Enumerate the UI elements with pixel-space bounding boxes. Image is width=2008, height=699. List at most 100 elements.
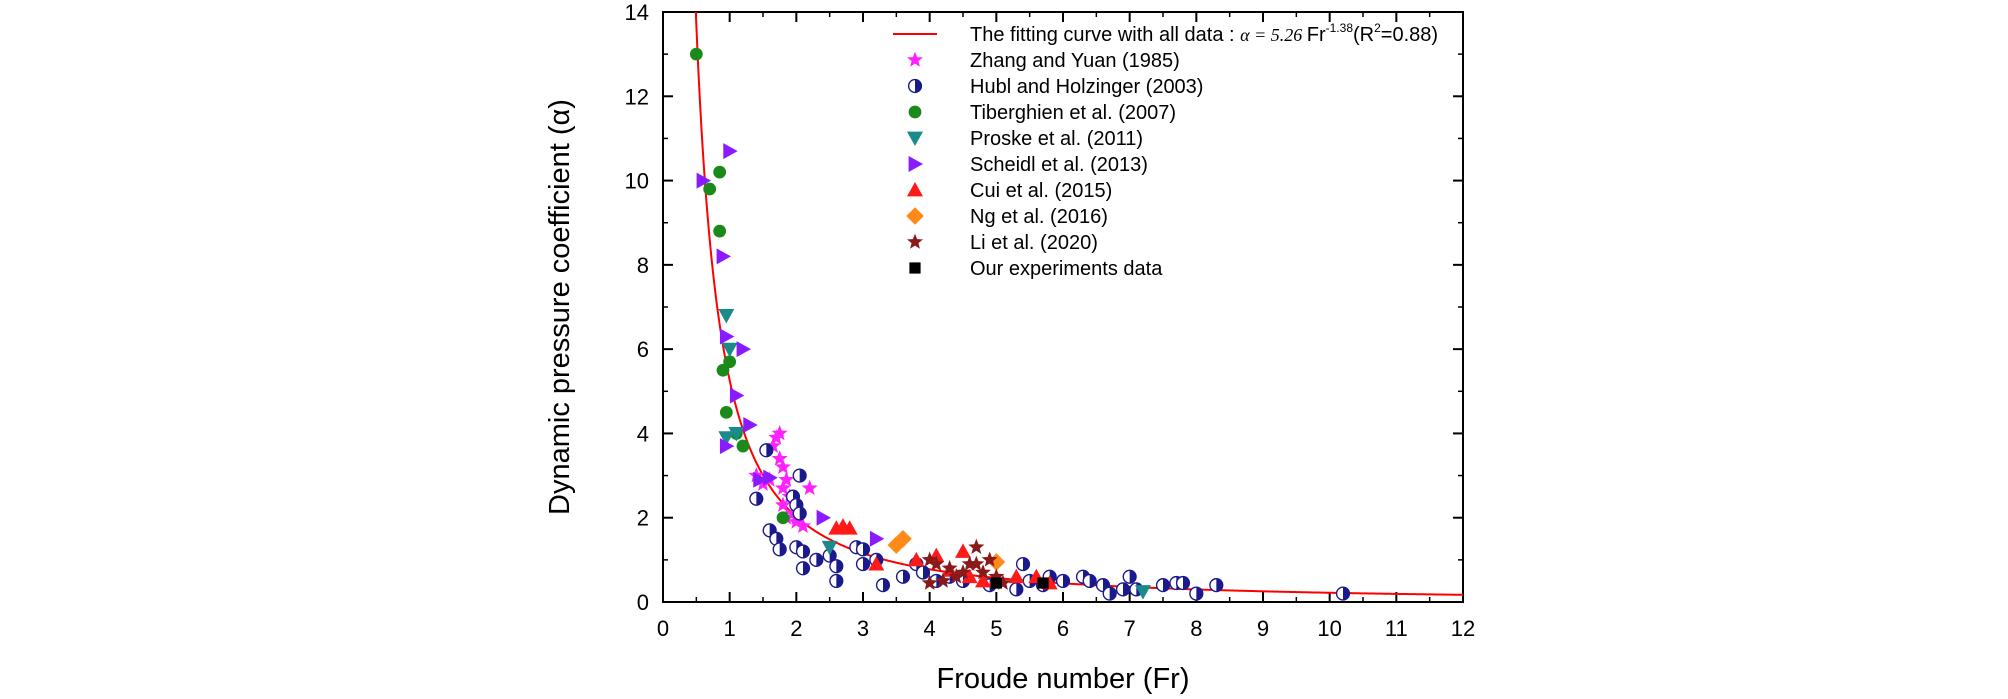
data-point <box>821 540 838 556</box>
data-point <box>968 538 985 555</box>
fit-curve <box>694 12 1463 596</box>
data-point-fill <box>816 553 823 567</box>
data-point <box>759 443 774 458</box>
data-point-fill <box>836 574 843 588</box>
data-point <box>713 165 727 179</box>
data-point <box>778 471 795 487</box>
x-tick-label: 7 <box>1124 616 1136 641</box>
data-point <box>829 559 844 574</box>
data-point <box>689 47 703 61</box>
data-point-fill <box>1016 582 1023 596</box>
legend-label: Hubl and Holzinger (2003) <box>970 76 1203 98</box>
legend-fit-fr: Fr <box>1307 24 1326 46</box>
y-tick-label: 4 <box>637 421 649 446</box>
legend-marker <box>907 51 923 67</box>
data-point <box>765 437 781 453</box>
data-point-fill <box>1216 578 1223 592</box>
data-point <box>855 556 871 572</box>
y-tick-label: 12 <box>625 84 649 109</box>
data-point-fill <box>756 492 763 506</box>
data-point <box>908 551 925 567</box>
x-tick-label: 8 <box>1190 616 1202 641</box>
data-point <box>792 506 807 521</box>
series-7 <box>921 538 1011 590</box>
x-tick-label: 0 <box>657 616 669 641</box>
data-point <box>703 182 717 196</box>
data-point-fill <box>799 507 807 520</box>
legend: The fitting curve with all data : α = 5.… <box>893 21 1438 280</box>
legend-fit-label: The fitting curve with all data : α = 5.… <box>970 21 1438 46</box>
data-point-fill <box>829 549 837 563</box>
data-point <box>955 564 971 580</box>
data-point <box>1115 582 1131 597</box>
data-point <box>795 561 811 576</box>
legend-marker <box>908 105 922 119</box>
data-point <box>1055 573 1071 589</box>
legend-marker <box>909 262 921 274</box>
data-point-fill <box>1109 587 1117 600</box>
data-point <box>981 551 998 567</box>
data-point-fill <box>766 443 773 457</box>
data-point <box>868 556 885 571</box>
legend-fit-r2-open: (R <box>1353 24 1374 46</box>
data-point <box>1209 578 1224 593</box>
data-point-fill <box>1023 557 1030 571</box>
series-4 <box>696 143 885 547</box>
legend-marker <box>907 233 923 249</box>
data-point-fill <box>863 542 870 556</box>
legend-label: Li et al. (2020) <box>970 232 1098 254</box>
points-layer <box>689 47 1351 601</box>
data-point-fill <box>883 578 890 592</box>
legend-label: Our experiments data <box>970 258 1163 280</box>
data-point <box>921 574 938 590</box>
data-point <box>736 439 750 453</box>
data-point <box>975 564 991 580</box>
data-point <box>743 417 758 433</box>
data-point <box>775 479 791 496</box>
data-point <box>1008 568 1025 584</box>
data-point-fill <box>903 570 910 584</box>
data-point <box>855 542 871 557</box>
x-tick-label: 5 <box>990 616 1002 641</box>
data-point <box>968 555 985 571</box>
data-point-fill <box>923 566 930 579</box>
data-point <box>1335 586 1351 601</box>
data-point <box>719 405 733 419</box>
legend-fit-formula: α = 5.26 <box>1240 25 1307 45</box>
data-point <box>788 513 805 529</box>
y-tick-label: 8 <box>637 253 649 278</box>
y-tick-label: 6 <box>637 337 649 362</box>
data-point-fill <box>803 561 810 575</box>
data-point <box>1189 586 1204 601</box>
data-point <box>975 572 991 588</box>
y-axis-title: Dynamic pressure coefficient (α) <box>544 99 576 515</box>
data-point-fill <box>1089 574 1097 588</box>
data-point-fill <box>1123 582 1130 596</box>
data-point <box>772 542 787 557</box>
data-point <box>763 469 778 486</box>
data-point <box>716 248 731 265</box>
data-point <box>816 509 831 526</box>
data-point <box>894 529 912 548</box>
data-point <box>928 555 945 571</box>
data-point <box>809 552 824 567</box>
data-point-fill <box>836 559 843 573</box>
data-point <box>792 468 807 483</box>
y-tick-label: 10 <box>625 169 649 194</box>
data-point <box>995 574 1011 590</box>
data-point-fill <box>1063 574 1070 588</box>
data-point <box>776 511 790 525</box>
x-tick-label: 1 <box>724 616 736 641</box>
data-point-fill <box>799 469 807 482</box>
data-point <box>713 224 727 238</box>
data-point <box>801 479 818 496</box>
data-point <box>771 450 788 466</box>
data-point <box>795 544 811 559</box>
data-point <box>1082 573 1097 589</box>
data-point <box>961 568 978 584</box>
data-point <box>723 143 738 160</box>
data-point <box>1037 577 1049 589</box>
data-point <box>895 569 911 584</box>
data-point <box>961 555 978 571</box>
